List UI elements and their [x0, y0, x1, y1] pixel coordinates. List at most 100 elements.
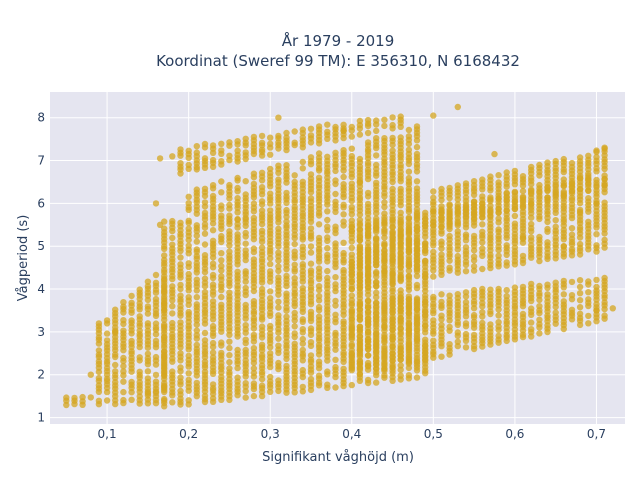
data-point: [332, 311, 339, 318]
data-point: [519, 234, 527, 241]
data-point: [63, 394, 70, 401]
data-point: [405, 236, 413, 243]
data-point: [536, 189, 543, 196]
data-point: [226, 152, 233, 159]
data-point: [568, 159, 576, 167]
data-point: [422, 343, 429, 350]
data-point: [250, 369, 258, 377]
data-point: [242, 336, 249, 343]
data-point: [267, 350, 274, 357]
data-point: [258, 169, 266, 176]
data-point: [291, 330, 298, 337]
data-point: [576, 277, 584, 284]
data-point: [156, 155, 164, 162]
data-point: [454, 228, 461, 235]
data-point: [283, 290, 290, 297]
data-point: [479, 239, 486, 246]
data-point: [340, 127, 347, 134]
data-point: [144, 375, 152, 382]
data-point: [152, 337, 160, 345]
data-point: [454, 329, 461, 336]
data-point: [446, 292, 453, 299]
data-point: [348, 319, 355, 326]
data-point: [356, 131, 364, 138]
data-point: [422, 229, 429, 237]
data-point: [446, 323, 453, 331]
data-point: [397, 157, 404, 164]
data-point: [593, 176, 600, 184]
data-point: [242, 346, 249, 354]
data-point: [491, 150, 498, 158]
data-point: [307, 125, 315, 132]
data-point: [560, 176, 567, 183]
data-point: [356, 313, 364, 320]
data-point: [161, 256, 168, 264]
y-tick-label: 7: [37, 154, 45, 168]
data-point: [275, 335, 282, 342]
data-point: [389, 343, 396, 351]
data-point: [299, 261, 306, 268]
data-point: [381, 267, 388, 274]
data-point: [275, 359, 282, 367]
data-point: [209, 281, 217, 288]
data-point: [226, 344, 233, 352]
data-point: [536, 181, 543, 189]
data-point: [136, 354, 143, 361]
data-point: [169, 303, 176, 310]
data-point: [462, 180, 470, 187]
data-point: [381, 122, 388, 130]
data-point: [267, 260, 274, 268]
data-point: [519, 283, 527, 291]
data-point: [71, 394, 78, 402]
data-point: [356, 222, 364, 229]
data-point: [413, 314, 421, 322]
data-point: [226, 201, 233, 209]
data-point: [218, 250, 225, 257]
data-point: [413, 205, 421, 213]
data-point: [332, 297, 339, 305]
data-point: [356, 300, 364, 307]
data-point: [185, 200, 192, 207]
data-point: [226, 352, 233, 359]
data-point: [267, 190, 274, 197]
data-point: [373, 135, 380, 142]
data-point: [479, 245, 486, 252]
data-point: [234, 147, 241, 154]
data-point: [422, 209, 429, 216]
data-point: [462, 330, 470, 338]
data-point: [177, 374, 184, 381]
y-tick-label: 4: [37, 282, 45, 296]
data-point: [275, 304, 282, 311]
data-point: [364, 222, 372, 229]
data-point: [495, 319, 502, 326]
data-point: [503, 287, 510, 294]
data-point: [201, 337, 209, 344]
data-point: [413, 211, 421, 218]
data-point: [381, 372, 388, 379]
data-point: [324, 245, 331, 252]
x-tick-label: 0,5: [424, 427, 443, 441]
data-point: [234, 184, 241, 192]
data-point: [201, 199, 209, 206]
data-point: [332, 274, 339, 281]
data-point: [95, 320, 103, 327]
data-point: [112, 361, 119, 369]
x-tick-labels: 0,1 0,2 0,3 0,4 0,5 0,6 0,7: [98, 427, 606, 441]
data-point: [585, 320, 592, 327]
data-point: [152, 320, 160, 327]
data-point: [152, 331, 160, 338]
data-point: [193, 294, 200, 301]
data-point: [177, 219, 184, 226]
data-point: [275, 225, 282, 232]
data-point: [234, 138, 241, 145]
data-point: [576, 283, 584, 291]
data-point: [356, 371, 364, 378]
data-point: [389, 185, 396, 193]
data-point: [479, 265, 486, 273]
data-point: [201, 275, 209, 282]
data-point: [373, 248, 380, 255]
data-point: [348, 381, 355, 389]
data-point: [479, 193, 486, 200]
data-point: [152, 279, 160, 286]
